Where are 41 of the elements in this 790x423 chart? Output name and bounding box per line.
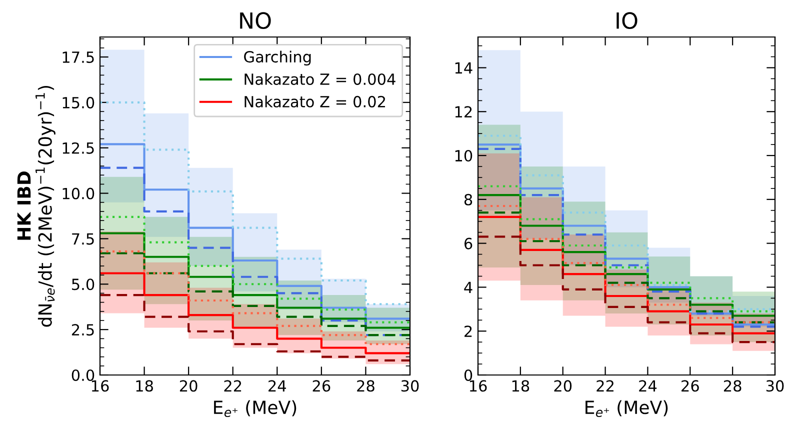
- chart-title: IO: [616, 12, 638, 29]
- x-tick-label: 20: [180, 380, 198, 392]
- x-tick-label: 28: [724, 380, 742, 392]
- x-axis-title: E$_{e⁺}$ (MeV): [214, 400, 296, 418]
- x-tick-label: 16: [470, 380, 487, 392]
- y-tick-label: 17.5: [62, 52, 94, 64]
- y-tick-label: 2.5: [72, 324, 94, 336]
- text: HK IBD: [17, 172, 31, 240]
- y-tick-label: 2: [464, 326, 472, 337]
- chart-title: NO: [240, 12, 271, 29]
- y-tick-label: 7.5: [72, 233, 94, 245]
- x-tick-label: 18: [136, 380, 153, 392]
- x-tick-label: 20: [554, 380, 572, 392]
- x-tick-label: 30: [401, 380, 419, 392]
- legend-label: Nakazato Z = 0.004: [244, 73, 396, 85]
- y-tick-label: 12.5: [62, 142, 94, 154]
- y-axis-title: dN$_{ν̄e}$/dt ((2MeV)$^{−1}$(20yr)$^{−1}$): [36, 86, 56, 327]
- x-tick-label: 22: [596, 380, 614, 392]
- x-tick-label: 26: [682, 380, 699, 392]
- y-tick-label: 12: [455, 106, 472, 118]
- x-tick-label: 24: [268, 380, 286, 392]
- x-tick-label: 16: [92, 380, 109, 392]
- y-tick-label: 6: [464, 238, 472, 250]
- y-tick-label: 0.0: [72, 369, 94, 382]
- x-tick-label: 22: [224, 380, 242, 392]
- y-tick-label: 10.0: [62, 188, 94, 200]
- y-tick-label: 14: [455, 62, 472, 74]
- x-tick-label: 18: [512, 380, 530, 392]
- y-tick-label: 10: [455, 150, 472, 162]
- y-tick-label: 0: [464, 369, 472, 382]
- x-tick-label: 26: [312, 380, 330, 392]
- legend-label: Nakazato Z = 0.02: [244, 96, 385, 108]
- x-tick-label: 24: [639, 380, 657, 392]
- legend-label: Garching: [244, 50, 311, 66]
- y-tick-label: 8: [464, 194, 472, 206]
- y-tick-label: 5.0: [72, 278, 94, 290]
- x-tick-label: 28: [357, 380, 374, 392]
- y-tick-label: 4: [464, 282, 472, 294]
- y-tick-label: 15.0: [62, 96, 94, 108]
- x-axis-title: E$_{e⁺}$ (MeV): [586, 400, 668, 418]
- x-tick-label: 30: [766, 380, 784, 392]
